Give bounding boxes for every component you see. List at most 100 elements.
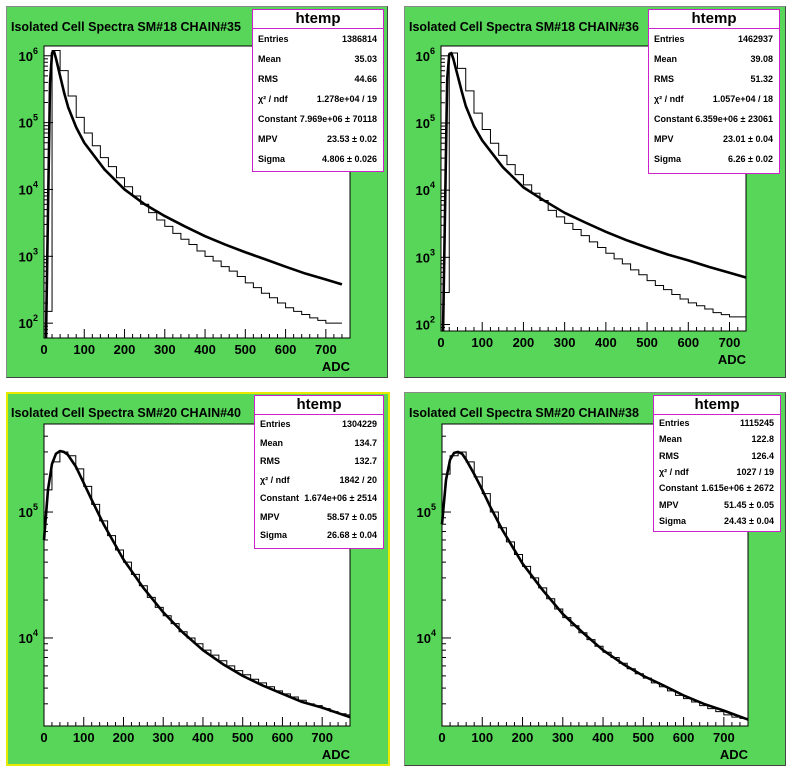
x-tick-label: 700 — [311, 730, 333, 745]
stats-row: Mean 122.8 — [654, 431, 780, 447]
stats-value: 24.43 ± 0.04 — [724, 515, 774, 526]
stats-key: Entries — [260, 419, 291, 430]
stats-value: 23.53 ± 0.02 — [327, 134, 377, 144]
stats-row: Mean 35.03 — [253, 49, 383, 69]
stats-key: Constant — [260, 493, 299, 504]
stats-value: 44.66 — [354, 74, 377, 84]
x-tick-label: 0 — [40, 730, 47, 745]
x-tick-label: 600 — [275, 342, 297, 357]
stats-key: RMS — [659, 450, 679, 461]
stats-row: Sigma 6.26 ± 0.02 — [649, 149, 779, 169]
y-tick-label: 103 — [416, 247, 435, 265]
stats-value: 4.806 ± 0.026 — [322, 154, 377, 164]
stats-key: Constant — [659, 483, 698, 494]
y-tick-label: 104 — [417, 628, 436, 646]
stats-row: χ² / ndf 1027 / 19 — [654, 464, 780, 480]
x-tick-label: 0 — [40, 342, 47, 357]
x-tick-label: 300 — [152, 730, 174, 745]
stats-row: Sigma 4.806 ± 0.026 — [253, 149, 383, 169]
x-tick-label: 600 — [272, 730, 294, 745]
x-tick-label: 500 — [234, 342, 256, 357]
y-tick-label: 104 — [19, 628, 38, 646]
x-axis-label: ADC — [322, 359, 351, 374]
x-tick-label: 700 — [315, 342, 337, 357]
stats-value: 132.7 — [354, 456, 377, 467]
stats-box: htemp Entries 1462937 Mean 39.08 RMS 51.32 χ² … — [648, 9, 780, 174]
stats-value: 7.969e+06 ± 70118 — [299, 114, 377, 124]
stats-key: χ² / ndf — [258, 94, 288, 104]
stats-value: 1304229 — [341, 419, 377, 430]
stats-header: htemp — [253, 10, 383, 29]
stats-value: 6.26 ± 0.02 — [728, 154, 773, 164]
pad-sm20-chain40[interactable]: 0 100 200 300 400 500 600 700 104 105 ADC Isolated… — [6, 392, 390, 766]
histogram-series — [440, 52, 746, 331]
x-tick-label: 0 — [438, 730, 445, 745]
stats-key: Mean — [659, 434, 683, 445]
stats-row: MPV 23.01 ± 0.04 — [649, 129, 779, 149]
stats-box: htemp Entries 1115245 Mean 122.8 RMS 126.4 χ² … — [653, 395, 781, 532]
x-tick-label: 200 — [513, 335, 535, 350]
stats-value: 51.45 ± 0.05 — [724, 499, 774, 510]
y-tick-label: 105 — [417, 502, 436, 520]
stats-key: MPV — [260, 511, 280, 522]
stats-box: htemp Entries 1386814 Mean 35.03 RMS 44.66 χ² … — [252, 9, 384, 172]
stats-key: RMS — [654, 74, 674, 84]
stats-row: Entries 1462937 — [649, 29, 779, 49]
stats-key: χ² / ndf — [260, 474, 290, 485]
stats-row: MPV 58.57 ± 0.05 — [255, 508, 383, 527]
stats-key: RMS — [260, 456, 280, 467]
stats-value: 26.68 ± 0.04 — [327, 530, 377, 541]
y-tick-label: 106 — [416, 46, 435, 64]
x-tick-label: 200 — [512, 730, 534, 745]
x-tick-label: 600 — [677, 335, 699, 350]
stats-row: Entries 1304229 — [255, 415, 383, 434]
y-tick-label: 105 — [416, 113, 435, 131]
pad-sm20-chain38[interactable]: 0 100 200 300 400 500 600 700 104 105 ADC Isolated… — [404, 392, 786, 766]
stats-key: Constant — [654, 114, 693, 124]
x-axis-label: ADC — [718, 352, 747, 367]
stats-key: MPV — [654, 134, 674, 144]
y-tick-label: 104 — [416, 180, 435, 198]
stats-key: Mean — [654, 54, 678, 64]
chart-title: Isolated Cell Spectra SM#18 CHAIN#36 — [409, 20, 639, 34]
x-tick-label: 700 — [713, 730, 735, 745]
stats-key: RMS — [258, 74, 278, 84]
chart-title: Isolated Cell Spectra SM#20 CHAIN#38 — [409, 406, 639, 420]
fit-curve — [441, 51, 747, 332]
x-tick-label: 300 — [552, 730, 574, 745]
stats-value: 58.57 ± 0.05 — [327, 511, 377, 522]
x-tick-label: 500 — [232, 730, 254, 745]
stats-row: Entries 1115245 — [654, 415, 780, 431]
stats-row: χ² / ndf 1.278e+04 / 19 — [253, 89, 383, 109]
stats-value: 126.4 — [751, 450, 774, 461]
x-tick-label: 400 — [592, 730, 614, 745]
fit-curve — [44, 50, 343, 339]
stats-key: Mean — [260, 437, 284, 448]
x-tick-label: 300 — [154, 342, 176, 357]
stats-value: 51.32 — [750, 74, 773, 84]
histogram-series — [43, 49, 342, 338]
pad-sm18-chain35[interactable]: 0 100 200 300 400 500 600 700 102 103 104 105 106 ADC… — [6, 6, 388, 378]
x-tick-label: 100 — [471, 335, 493, 350]
x-tick-label: 600 — [673, 730, 695, 745]
stats-row: RMS 44.66 — [253, 69, 383, 89]
x-tick-label: 500 — [632, 730, 654, 745]
x-tick-label: 500 — [636, 335, 658, 350]
stats-key: Constant — [258, 114, 297, 124]
x-tick-label: 300 — [554, 335, 576, 350]
stats-row: MPV 51.45 ± 0.05 — [654, 496, 780, 512]
stats-value: 1.615e+06 ± 2672 — [701, 483, 774, 494]
stats-key: Entries — [258, 34, 289, 44]
stats-row: RMS 126.4 — [654, 448, 780, 464]
stats-key: Mean — [258, 54, 282, 64]
stats-key: χ² / ndf — [659, 467, 689, 478]
stats-row: Mean 39.08 — [649, 49, 779, 69]
stats-row: Entries 1386814 — [253, 29, 383, 49]
x-axis-label: ADC — [322, 747, 351, 762]
stats-value: 23.01 ± 0.04 — [723, 134, 773, 144]
pad-sm18-chain36[interactable]: 0 100 200 300 400 500 600 700 102 103 104 105 106 ADC… — [404, 6, 786, 378]
stats-value: 1.278e+04 / 19 — [316, 94, 377, 104]
stats-row: Constant 1.615e+06 ± 2672 — [654, 480, 780, 496]
x-tick-label: 400 — [192, 730, 214, 745]
x-tick-label: 100 — [73, 342, 95, 357]
